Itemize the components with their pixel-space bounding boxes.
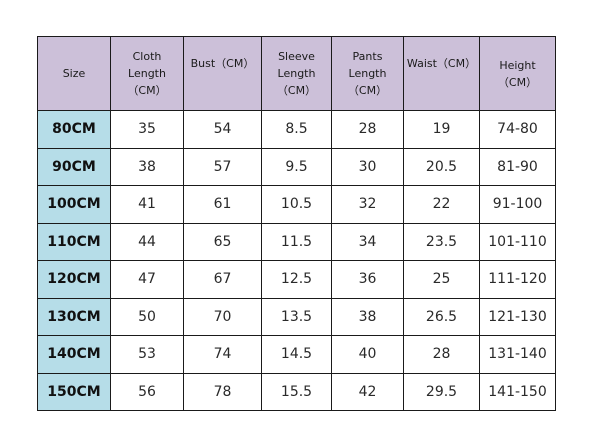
cell-size: 130CM <box>37 297 111 336</box>
cell-waist: 29.5 <box>403 372 480 411</box>
cell-size: 140CM <box>37 335 111 374</box>
header-cloth-length: Cloth Length （CM） <box>110 36 184 111</box>
cell-sleeve-length: 13.5 <box>261 297 332 336</box>
size-chart-table: Size Cloth Length （CM） Bust（CM） Sleeve L… <box>37 36 556 411</box>
cell-size: 90CM <box>37 147 111 186</box>
cell-bust: 61 <box>183 185 262 224</box>
cell-waist: 22 <box>403 185 480 224</box>
table-body: 80CM 35 54 8.5 28 19 74-80 90CM 38 57 9.5 30 20.5 81-… <box>37 110 556 411</box>
cell-bust: 57 <box>183 147 262 186</box>
cell-pants-length: 30 <box>331 147 404 186</box>
cell-size: 110CM <box>37 222 111 261</box>
cell-height: 81-90 <box>479 147 556 186</box>
header-pants-length: Pants Length （CM） <box>331 36 404 111</box>
cell-bust: 74 <box>183 335 262 374</box>
cell-waist: 26.5 <box>403 297 480 336</box>
cell-waist: 28 <box>403 335 480 374</box>
cell-pants-length: 32 <box>331 185 404 224</box>
cell-height: 111-120 <box>479 260 556 299</box>
cell-pants-length: 38 <box>331 297 404 336</box>
cell-waist: 23.5 <box>403 222 480 261</box>
cell-pants-length: 34 <box>331 222 404 261</box>
cell-size: 150CM <box>37 372 111 411</box>
cell-cloth-length: 35 <box>110 110 184 149</box>
cell-bust: 67 <box>183 260 262 299</box>
table-row: 100CM 41 61 10.5 32 22 91-100 <box>37 185 556 224</box>
cell-height: 121-130 <box>479 297 556 336</box>
cell-cloth-length: 44 <box>110 222 184 261</box>
cell-sleeve-length: 14.5 <box>261 335 332 374</box>
cell-sleeve-length: 11.5 <box>261 222 332 261</box>
cell-sleeve-length: 12.5 <box>261 260 332 299</box>
cell-pants-length: 40 <box>331 335 404 374</box>
table-row: 140CM 53 74 14.5 40 28 131-140 <box>37 335 556 374</box>
cell-sleeve-length: 15.5 <box>261 372 332 411</box>
cell-size: 100CM <box>37 185 111 224</box>
cell-bust: 65 <box>183 222 262 261</box>
cell-sleeve-length: 9.5 <box>261 147 332 186</box>
header-row: Size Cloth Length （CM） Bust（CM） Sleeve L… <box>37 36 556 111</box>
cell-height: 131-140 <box>479 335 556 374</box>
header-height: Height （CM） <box>479 36 556 111</box>
cell-cloth-length: 56 <box>110 372 184 411</box>
header-bust: Bust（CM） <box>183 36 262 111</box>
table-row: 150CM 56 78 15.5 42 29.5 141-150 <box>37 372 556 411</box>
cell-waist: 20.5 <box>403 147 480 186</box>
header-waist: Waist（CM） <box>403 36 480 111</box>
cell-bust: 54 <box>183 110 262 149</box>
cell-cloth-length: 53 <box>110 335 184 374</box>
cell-bust: 78 <box>183 372 262 411</box>
table-row: 90CM 38 57 9.5 30 20.5 81-90 <box>37 147 556 186</box>
cell-sleeve-length: 8.5 <box>261 110 332 149</box>
cell-cloth-length: 50 <box>110 297 184 336</box>
cell-sleeve-length: 10.5 <box>261 185 332 224</box>
cell-size: 120CM <box>37 260 111 299</box>
cell-waist: 19 <box>403 110 480 149</box>
cell-height: 101-110 <box>479 222 556 261</box>
cell-height: 91-100 <box>479 185 556 224</box>
cell-waist: 25 <box>403 260 480 299</box>
cell-pants-length: 28 <box>331 110 404 149</box>
cell-size: 80CM <box>37 110 111 149</box>
table-row: 120CM 47 67 12.5 36 25 111-120 <box>37 260 556 299</box>
table-row: 80CM 35 54 8.5 28 19 74-80 <box>37 110 556 149</box>
cell-pants-length: 42 <box>331 372 404 411</box>
header-size: Size <box>37 36 111 111</box>
cell-cloth-length: 41 <box>110 185 184 224</box>
cell-cloth-length: 38 <box>110 147 184 186</box>
cell-cloth-length: 47 <box>110 260 184 299</box>
cell-bust: 70 <box>183 297 262 336</box>
cell-height: 74-80 <box>479 110 556 149</box>
cell-pants-length: 36 <box>331 260 404 299</box>
table-row: 110CM 44 65 11.5 34 23.5 101-110 <box>37 222 556 261</box>
header-sleeve-length: Sleeve Length （CM） <box>261 36 332 111</box>
cell-height: 141-150 <box>479 372 556 411</box>
table-row: 130CM 50 70 13.5 38 26.5 121-130 <box>37 297 556 336</box>
